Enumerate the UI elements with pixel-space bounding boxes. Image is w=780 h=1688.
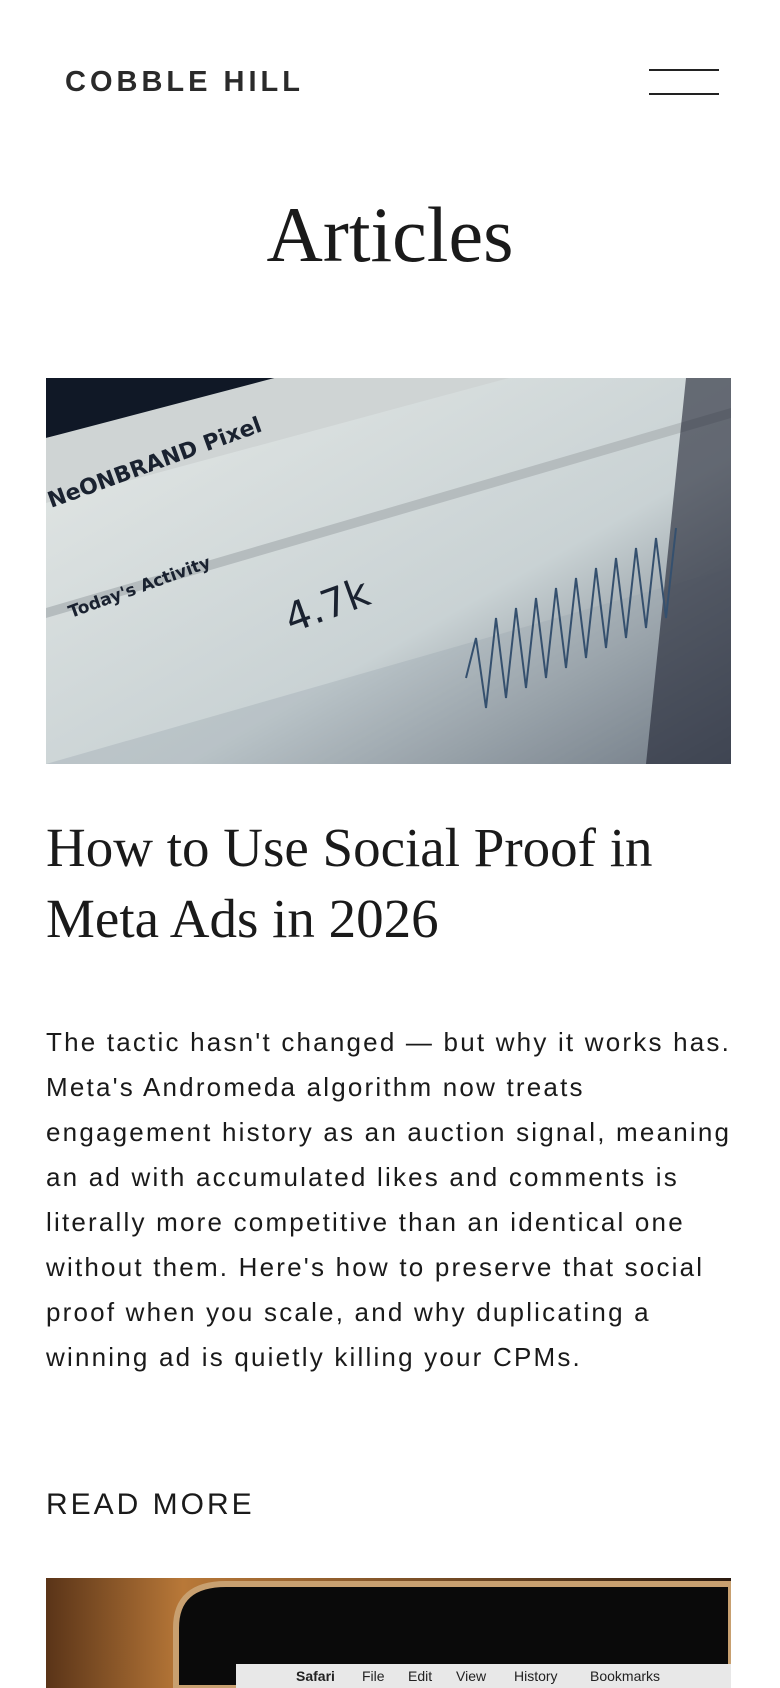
- image-text: Safari: [296, 1668, 335, 1684]
- logo[interactable]: COBBLE HILL: [65, 66, 304, 98]
- page-title: Articles: [266, 191, 514, 278]
- image-text: View: [456, 1668, 487, 1684]
- article-image[interactable]: NeONBRAND Pixel Today's Activity 4.7k: [46, 378, 731, 764]
- image-text: File: [362, 1668, 385, 1684]
- image-text: Bookmarks: [590, 1668, 660, 1684]
- menu-button[interactable]: [649, 69, 719, 97]
- article-excerpt: The tactic hasn't changed — but why it w…: [46, 1027, 732, 1372]
- image-text: History: [514, 1668, 558, 1684]
- article-title[interactable]: How to Use Social Proof in Meta Ads in 2…: [46, 817, 653, 949]
- read-more-link[interactable]: READ MORE: [46, 1488, 255, 1521]
- image-text: Edit: [408, 1668, 432, 1684]
- article-image[interactable]: Safari File Edit View History Bookmarks: [46, 1578, 731, 1688]
